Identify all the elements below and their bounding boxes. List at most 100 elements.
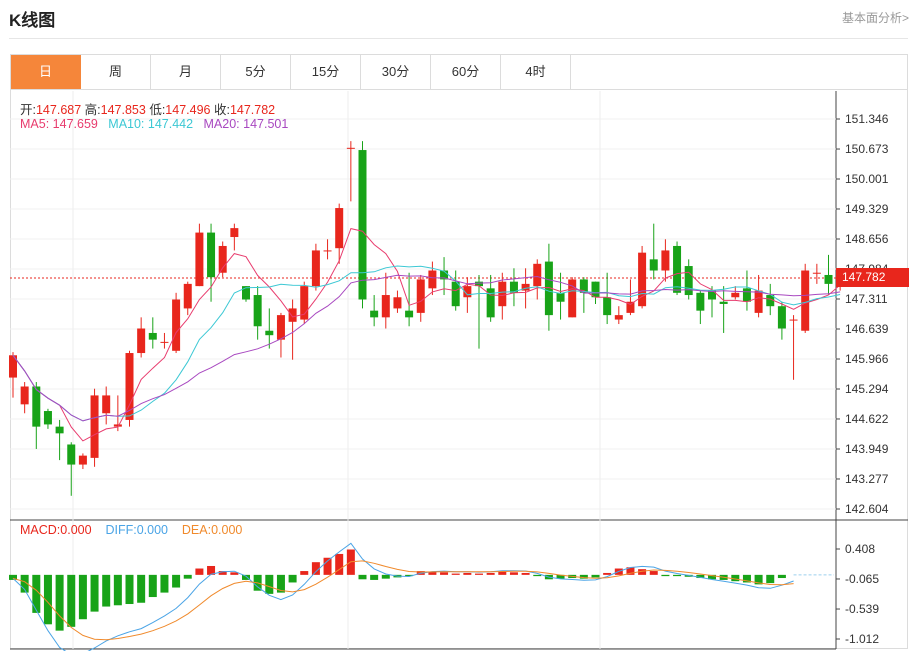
macd-bar (638, 569, 647, 575)
candle-body (323, 250, 332, 252)
price-tick-label: 147.311 (845, 292, 888, 306)
candle-body (684, 266, 693, 296)
ma5-value: 147.659 (52, 117, 98, 131)
ma5-label: MA5: (20, 117, 50, 131)
macd-bar (230, 572, 239, 575)
candle-body (649, 259, 658, 271)
candle-body (183, 283, 192, 309)
macd-bar (603, 572, 612, 575)
macd-bar (556, 574, 565, 579)
candle-body (393, 297, 402, 309)
candle-body (160, 341, 169, 343)
candle-body (463, 286, 472, 298)
macd-bar (9, 574, 17, 580)
macd-bar (579, 574, 588, 579)
macd-bar (78, 574, 87, 620)
price-tick-label: 142.604 (845, 502, 889, 516)
candle-body (148, 332, 157, 340)
macd-bar (276, 574, 285, 593)
candle-body (556, 292, 565, 302)
candle-body (696, 292, 705, 311)
candle-body (242, 286, 250, 300)
macd-bar (661, 574, 670, 577)
macd-bar (766, 574, 775, 584)
candle-body (370, 310, 379, 318)
price-tick-label: 151.346 (845, 112, 889, 126)
macd-bar (90, 574, 99, 612)
tab-60min[interactable]: 60分 (431, 55, 501, 89)
macd-bar (265, 574, 274, 594)
macd-tick-label: -1.012 (845, 632, 879, 646)
macd-bar (67, 574, 76, 627)
candle-body (218, 245, 227, 273)
tab-week[interactable]: 周 (81, 55, 151, 89)
candle-body (207, 232, 216, 278)
candle-body (253, 295, 262, 327)
tab-15min[interactable]: 15分 (291, 55, 361, 89)
candle-body (265, 330, 274, 336)
candle-body (440, 270, 449, 280)
candle-body (742, 288, 751, 302)
tab-5min[interactable]: 5分 (221, 55, 291, 89)
macd-bar (160, 574, 169, 593)
tab-30min[interactable]: 30分 (361, 55, 431, 89)
candle-body (32, 386, 41, 427)
macd-bar (172, 574, 181, 588)
candle-body (416, 279, 425, 313)
candle-body (20, 386, 29, 405)
candle-body (708, 290, 716, 300)
low-value: 147.496 (165, 103, 211, 117)
tab-4hour[interactable]: 4时 (501, 55, 571, 89)
dea-line (12, 560, 794, 641)
candle-body (824, 274, 833, 284)
ma20-line (12, 274, 841, 422)
diff-value: 0.000 (136, 523, 168, 537)
price-tick-label: 150.673 (845, 142, 889, 156)
macd-bar (311, 562, 320, 575)
macd-label: MACD: (20, 523, 61, 537)
macd-bar (20, 574, 29, 593)
macd-bar (451, 573, 460, 575)
macd-bar (183, 574, 192, 579)
candle-body (533, 263, 542, 287)
ma20-value: 147.501 (243, 117, 289, 131)
price-tick-label: 144.622 (845, 412, 889, 426)
candle-body (498, 281, 507, 307)
candle-body (812, 272, 821, 274)
macd-bar (358, 574, 367, 580)
macd-bar (335, 553, 344, 575)
tab-day[interactable]: 日 (11, 55, 81, 89)
macd-bar (440, 572, 449, 575)
ma5-line (12, 228, 841, 442)
high-label: 高: (84, 103, 101, 117)
candle-body (801, 270, 810, 331)
candle-body (346, 147, 355, 149)
candle-body (102, 395, 111, 414)
macd-bar (207, 565, 216, 575)
candle-body (428, 270, 437, 289)
period-tabs: 日 周 月 5分 15分 30分 60分 4时 (10, 54, 908, 90)
candle-body (405, 310, 414, 318)
candle-body (358, 150, 367, 300)
macd-bar (742, 574, 751, 583)
macd-bar (521, 572, 530, 575)
price-tick-label: 148.656 (845, 232, 889, 246)
fundamental-analysis-link[interactable]: 基本面分析> (841, 11, 909, 25)
close-value: 147.782 (229, 103, 276, 117)
candle-body (673, 245, 682, 293)
tab-month[interactable]: 月 (151, 55, 221, 89)
macd-bar (370, 574, 379, 580)
candle-body (300, 286, 309, 320)
candle-body (276, 315, 285, 340)
macd-tick-label: 0.408 (845, 542, 875, 556)
dea-value: 0.000 (211, 523, 243, 537)
candle-body (90, 395, 99, 458)
price-tick-label: 143.277 (845, 472, 889, 486)
candle-body (195, 232, 204, 287)
candle-body (137, 328, 146, 354)
ohlc-readout: 开:147.687 高:147.853 低:147.496 收:147.782 (20, 99, 275, 118)
diff-label: DIFF: (105, 523, 137, 537)
macd-bar (463, 572, 472, 575)
candle-body (509, 281, 518, 293)
